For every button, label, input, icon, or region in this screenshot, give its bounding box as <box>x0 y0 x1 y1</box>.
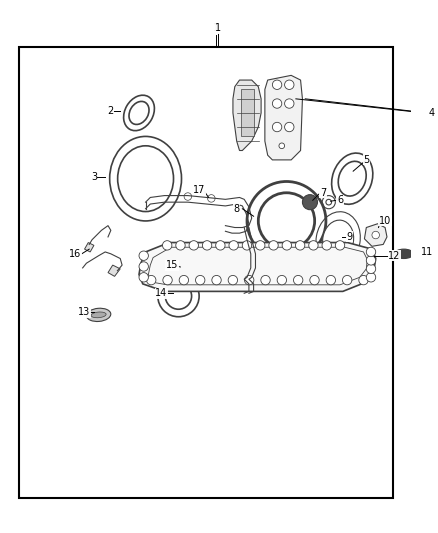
Text: 5: 5 <box>363 155 369 165</box>
Text: 14: 14 <box>155 288 168 298</box>
Ellipse shape <box>86 308 111 321</box>
Circle shape <box>242 241 252 250</box>
Circle shape <box>285 99 294 108</box>
Text: 15: 15 <box>166 260 178 270</box>
Circle shape <box>269 241 278 250</box>
Text: 4: 4 <box>429 108 435 118</box>
Circle shape <box>336 241 345 250</box>
Text: 11: 11 <box>421 247 434 257</box>
Circle shape <box>366 256 376 265</box>
Circle shape <box>285 80 294 90</box>
Polygon shape <box>108 265 120 277</box>
Circle shape <box>162 241 172 250</box>
Circle shape <box>212 276 221 285</box>
Polygon shape <box>139 243 376 292</box>
Circle shape <box>184 193 191 200</box>
Circle shape <box>372 231 379 239</box>
Circle shape <box>244 276 254 285</box>
Ellipse shape <box>129 101 149 124</box>
Circle shape <box>343 276 352 285</box>
Ellipse shape <box>178 263 188 272</box>
Circle shape <box>326 276 336 285</box>
Ellipse shape <box>326 199 332 205</box>
Ellipse shape <box>165 283 191 309</box>
Circle shape <box>293 276 303 285</box>
Circle shape <box>163 276 172 285</box>
Circle shape <box>295 241 305 250</box>
Circle shape <box>322 241 332 250</box>
Text: 2: 2 <box>108 106 114 116</box>
Circle shape <box>229 241 238 250</box>
Circle shape <box>147 276 156 285</box>
Ellipse shape <box>118 146 173 212</box>
Circle shape <box>309 241 318 250</box>
Polygon shape <box>233 80 261 150</box>
Circle shape <box>310 276 319 285</box>
Circle shape <box>139 262 148 271</box>
Polygon shape <box>364 224 387 246</box>
Text: 8: 8 <box>233 204 240 214</box>
Circle shape <box>215 241 225 250</box>
Circle shape <box>195 276 205 285</box>
Text: 17: 17 <box>193 185 205 195</box>
Circle shape <box>272 80 282 90</box>
Polygon shape <box>241 90 254 136</box>
Circle shape <box>139 272 148 282</box>
Circle shape <box>277 276 286 285</box>
Circle shape <box>285 123 294 132</box>
Text: 9: 9 <box>346 232 353 242</box>
Ellipse shape <box>91 312 106 318</box>
Ellipse shape <box>258 193 314 249</box>
Circle shape <box>282 241 292 250</box>
Circle shape <box>202 241 212 250</box>
Circle shape <box>272 99 282 108</box>
Polygon shape <box>265 75 303 160</box>
Text: 1: 1 <box>213 23 219 34</box>
Text: 1: 1 <box>215 23 221 34</box>
Circle shape <box>179 276 189 285</box>
Circle shape <box>176 241 185 250</box>
Text: 13: 13 <box>78 307 91 317</box>
Circle shape <box>272 123 282 132</box>
Text: 12: 12 <box>389 251 401 261</box>
Circle shape <box>303 195 318 209</box>
Circle shape <box>261 276 270 285</box>
Circle shape <box>366 247 376 256</box>
Ellipse shape <box>338 161 366 196</box>
Text: 16: 16 <box>69 249 81 259</box>
Ellipse shape <box>323 220 353 260</box>
Circle shape <box>139 251 148 261</box>
Circle shape <box>228 276 237 285</box>
Circle shape <box>189 241 198 250</box>
Circle shape <box>359 276 368 285</box>
Circle shape <box>255 241 265 250</box>
Circle shape <box>208 195 215 202</box>
Polygon shape <box>85 243 94 252</box>
Text: 10: 10 <box>379 216 391 226</box>
Ellipse shape <box>395 249 413 259</box>
Text: 6: 6 <box>337 195 343 205</box>
Circle shape <box>366 272 376 282</box>
Circle shape <box>366 264 376 273</box>
Circle shape <box>279 143 285 149</box>
Text: 7: 7 <box>320 188 326 198</box>
Text: 3: 3 <box>91 172 97 182</box>
